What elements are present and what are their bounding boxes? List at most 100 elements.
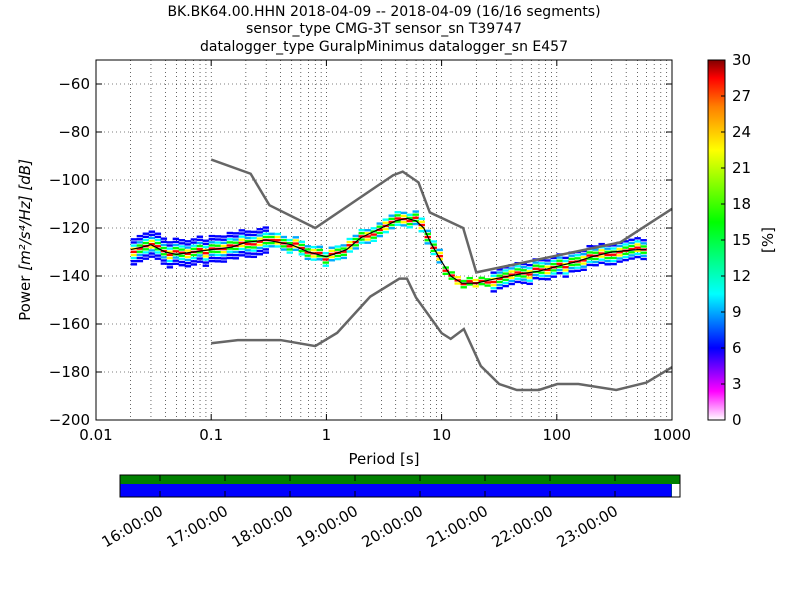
histogram-cell xyxy=(226,234,234,238)
histogram-cell xyxy=(556,262,563,266)
histogram-cell xyxy=(484,281,491,284)
histogram-cell xyxy=(544,262,551,265)
histogram-cell xyxy=(208,244,216,247)
histogram-cell xyxy=(142,238,150,242)
histogram-cell xyxy=(208,259,216,263)
histogram-cell xyxy=(574,266,581,269)
histogram-cell xyxy=(136,250,144,253)
histogram-cell xyxy=(220,257,228,260)
histogram-cell xyxy=(202,245,210,249)
histogram-cell xyxy=(394,223,401,226)
histogram-cell xyxy=(622,246,629,249)
histogram-cell xyxy=(262,245,270,248)
histogram-cell xyxy=(598,252,605,255)
histogram-cell xyxy=(604,253,611,257)
plot-frame xyxy=(95,59,673,421)
histogram-cell xyxy=(496,268,503,271)
histogram-cell xyxy=(262,226,270,229)
histogram-cell xyxy=(340,256,347,260)
histogram-cell xyxy=(460,279,467,283)
histogram-cell xyxy=(634,243,641,246)
histogram-cell xyxy=(520,262,527,266)
histogram-cell xyxy=(214,250,222,254)
histogram-cell xyxy=(274,239,282,242)
histogram-cell xyxy=(232,247,240,251)
histogram-cell xyxy=(544,265,551,268)
histogram-cell xyxy=(382,227,389,231)
histogram-cell xyxy=(244,252,252,255)
histogram-cell xyxy=(508,270,515,273)
histogram-cell xyxy=(460,286,467,289)
histogram-cell xyxy=(418,223,425,227)
y-tick-label: −140 xyxy=(49,267,90,285)
histogram-cell xyxy=(268,245,276,248)
histogram-cell xyxy=(640,245,647,248)
histogram-cell xyxy=(292,242,300,245)
histogram-cell xyxy=(430,249,437,253)
histogram-cell xyxy=(208,234,216,238)
time-tick-label: 22:00:00 xyxy=(489,502,556,551)
histogram-cell xyxy=(196,235,204,238)
histogram-cell xyxy=(436,261,443,264)
histogram-cell xyxy=(178,245,186,248)
histogram-cell xyxy=(610,262,617,266)
histogram-cell xyxy=(178,242,186,245)
histogram-cell xyxy=(304,248,311,251)
histogram-cell xyxy=(160,259,168,262)
histogram-cell xyxy=(544,259,551,262)
histogram-cell xyxy=(208,253,216,257)
colorbar-tick-label: 3 xyxy=(732,375,742,393)
x-tick-label: 1000 xyxy=(653,426,691,444)
histogram-cell xyxy=(520,281,527,284)
histogram-cell xyxy=(430,252,437,256)
ppsd-histogram xyxy=(130,210,647,293)
noise-model-nlnm xyxy=(211,277,673,392)
histogram-cell xyxy=(160,256,168,259)
histogram-cell xyxy=(286,238,294,242)
histogram-cell xyxy=(394,220,401,223)
histogram-cell xyxy=(628,244,635,248)
histogram-cell xyxy=(178,239,186,242)
histogram-cell xyxy=(538,271,545,274)
histogram-cell xyxy=(178,248,186,251)
histogram-cell xyxy=(370,227,377,230)
noise-model-nhnm xyxy=(210,158,673,274)
histogram-cell xyxy=(580,252,587,256)
histogram-cell xyxy=(148,246,156,249)
histogram-cell xyxy=(514,280,521,284)
histogram-cell xyxy=(154,245,162,248)
histogram-cell xyxy=(226,231,234,235)
histogram-cell xyxy=(526,267,533,270)
histogram-cell xyxy=(622,258,629,262)
histogram-cell xyxy=(166,250,174,253)
histogram-cell xyxy=(130,238,138,241)
histogram-cell xyxy=(580,259,587,262)
y-tick-label: −180 xyxy=(49,363,90,381)
histogram-cell xyxy=(574,263,581,266)
histogram-cell xyxy=(514,268,521,271)
histogram-cell xyxy=(634,255,641,259)
histogram-cell xyxy=(616,260,623,263)
histogram-cell xyxy=(610,259,617,263)
histogram-cell xyxy=(208,256,216,260)
histogram-cell xyxy=(616,254,623,257)
histogram-cell xyxy=(496,280,503,284)
histogram-cell xyxy=(238,232,246,235)
histogram-cell xyxy=(202,264,210,267)
histogram-cell xyxy=(490,290,497,293)
histogram-cell xyxy=(586,263,593,267)
histogram-cell xyxy=(532,276,539,280)
histogram-cell xyxy=(202,239,210,242)
histogram-cell xyxy=(178,251,186,254)
histogram-cell xyxy=(346,247,353,250)
histogram-cell xyxy=(490,271,497,274)
histogram-cell xyxy=(490,283,497,287)
histogram-cell xyxy=(382,230,389,234)
histogram-cell xyxy=(238,235,246,238)
histogram-cell xyxy=(580,268,587,271)
histogram-cell xyxy=(136,259,144,263)
histogram-cell xyxy=(250,230,258,234)
histogram-cell xyxy=(346,237,353,241)
histogram-cell xyxy=(586,260,593,263)
histogram-cell xyxy=(238,229,246,232)
